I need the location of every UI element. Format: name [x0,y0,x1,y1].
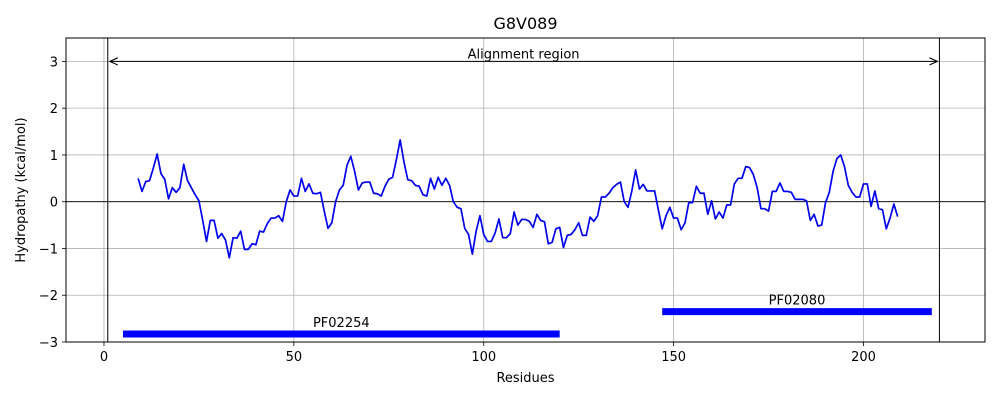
y-tick-label: −3 [39,336,58,351]
x-axis-ticks: 0 50 100 150 200 [100,342,876,365]
domain-label: PF02254 [313,316,370,331]
x-tick-label: 0 [100,350,108,365]
plot-frame [65,37,986,343]
y-tick-label: 3 [50,55,58,70]
hydropathy-series [137,139,899,259]
alignment-region-label: Alignment region [468,47,580,62]
domain-bars [122,308,932,338]
x-tick-label: 100 [471,350,496,365]
y-tick-label: 2 [50,102,58,117]
y-axis-label: Hydropathy (kcal/mol) [14,117,29,262]
hydropathy-line [137,139,899,259]
x-tick-label: 150 [661,350,686,365]
domain-label: PF02080 [769,294,826,309]
y-tick-label: −1 [39,242,58,257]
reference-lines [66,38,985,342]
x-tick-label: 50 [286,350,303,365]
chart-title: G8V089 [493,14,557,33]
y-tick-label: 0 [50,196,58,211]
y-tick-label: −2 [39,289,58,304]
annotations: PF02254 PF02080 Alignment region [110,47,938,331]
x-tick-label: 200 [851,350,876,365]
y-tick-label: 1 [50,149,58,164]
y-axis-ticks: −3 −2 −1 0 1 2 3 [39,55,66,351]
x-axis-label: Residues [496,371,554,386]
